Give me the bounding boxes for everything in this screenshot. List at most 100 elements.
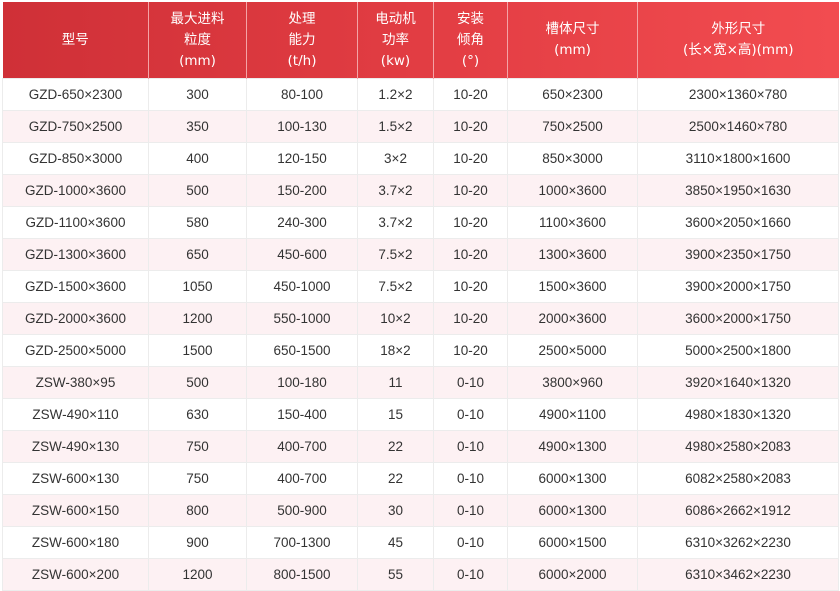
cell-max-feed-size: 500 bbox=[148, 366, 247, 399]
column-header-line: (长×宽×高)(mm) bbox=[683, 42, 794, 58]
column-header-line: 倾角 bbox=[457, 31, 484, 48]
cell-motor-power: 18×2 bbox=[357, 334, 434, 367]
cell-trough-size: 750×2500 bbox=[507, 110, 638, 143]
cell-motor-power: 1.5×2 bbox=[357, 110, 434, 143]
cell-max-feed-size: 1050 bbox=[148, 270, 247, 303]
cell-install-angle: 10-20 bbox=[433, 270, 508, 303]
table-row: GZD-1500×3600 1050 450-1000 7.5×2 10-20 1500×… bbox=[2, 270, 839, 303]
cell-install-angle: 10-20 bbox=[433, 110, 508, 143]
cell-model: GZD-1300×3600 bbox=[2, 238, 149, 271]
cell-install-angle: 10-20 bbox=[433, 206, 508, 239]
cell-capacity: 240-300 bbox=[246, 206, 358, 239]
column-header-line: 槽体尺寸 bbox=[545, 21, 600, 37]
table-row: ZSW-600×150 800 500-900 30 0-10 6000×1300 6086… bbox=[2, 494, 839, 527]
cell-motor-power: 30 bbox=[357, 494, 434, 527]
cell-max-feed-size: 350 bbox=[148, 110, 247, 143]
column-header-line: 外形尺寸 bbox=[711, 21, 766, 37]
table-row: ZSW-380×95 500 100-180 11 0-10 3800×960 3920×1… bbox=[2, 366, 839, 399]
cell-capacity: 450-600 bbox=[246, 238, 358, 271]
cell-trough-size: 1100×3600 bbox=[507, 206, 638, 239]
cell-overall-size: 6082×2580×2083 bbox=[637, 462, 839, 495]
cell-max-feed-size: 500 bbox=[148, 174, 247, 207]
cell-motor-power: 22 bbox=[357, 430, 434, 463]
cell-motor-power: 11 bbox=[357, 366, 434, 399]
cell-overall-size: 3920×1640×1320 bbox=[637, 366, 839, 399]
cell-trough-size: 4900×1300 bbox=[507, 430, 638, 463]
column-header-motor-power: 电动机 功率 (kw) bbox=[357, 2, 434, 79]
cell-motor-power: 55 bbox=[357, 558, 434, 591]
cell-install-angle: 10-20 bbox=[433, 238, 508, 271]
cell-overall-size: 3600×2050×1660 bbox=[637, 206, 839, 239]
column-header-model: 型号 bbox=[2, 2, 149, 79]
table-row: ZSW-600×180 900 700-1300 45 0-10 6000×1500 631… bbox=[2, 526, 839, 559]
cell-overall-size: 3900×2350×1750 bbox=[637, 238, 839, 271]
cell-max-feed-size: 1200 bbox=[148, 302, 247, 335]
cell-capacity: 550-1000 bbox=[246, 302, 358, 335]
cell-model: ZSW-490×110 bbox=[2, 398, 149, 431]
cell-model: ZSW-600×180 bbox=[2, 526, 149, 559]
cell-motor-power: 10×2 bbox=[357, 302, 434, 335]
cell-trough-size: 3800×960 bbox=[507, 366, 638, 399]
cell-motor-power: 15 bbox=[357, 398, 434, 431]
cell-max-feed-size: 1500 bbox=[148, 334, 247, 367]
cell-capacity: 500-900 bbox=[246, 494, 358, 527]
cell-trough-size: 650×2300 bbox=[507, 78, 638, 111]
table-row: GZD-1300×3600 650 450-600 7.5×2 10-20 1300×36… bbox=[2, 238, 839, 271]
cell-model: GZD-1500×3600 bbox=[2, 270, 149, 303]
cell-trough-size: 4900×1100 bbox=[507, 398, 638, 431]
cell-motor-power: 7.5×2 bbox=[357, 270, 434, 303]
column-header-line: (°) bbox=[461, 52, 480, 69]
cell-trough-size: 6000×1500 bbox=[507, 526, 638, 559]
cell-max-feed-size: 900 bbox=[148, 526, 247, 559]
cell-model: GZD-850×3000 bbox=[2, 142, 149, 175]
cell-capacity: 150-200 bbox=[246, 174, 358, 207]
cell-motor-power: 3.7×2 bbox=[357, 206, 434, 239]
column-header-line: 功率 bbox=[382, 31, 409, 48]
table-row: ZSW-600×130 750 400-700 22 0-10 6000×1300 6082… bbox=[2, 462, 839, 495]
cell-max-feed-size: 630 bbox=[148, 398, 247, 431]
cell-motor-power: 22 bbox=[357, 462, 434, 495]
column-header-line: 电动机 bbox=[375, 10, 416, 27]
cell-motor-power: 7.5×2 bbox=[357, 238, 434, 271]
cell-model: ZSW-600×200 bbox=[2, 558, 149, 591]
cell-capacity: 100-130 bbox=[246, 110, 358, 143]
cell-install-angle: 10-20 bbox=[433, 174, 508, 207]
cell-model: GZD-1100×3600 bbox=[2, 206, 149, 239]
cell-trough-size: 6000×2000 bbox=[507, 558, 638, 591]
cell-model: GZD-650×2300 bbox=[2, 78, 149, 111]
cell-max-feed-size: 400 bbox=[148, 142, 247, 175]
table-body: GZD-650×2300 300 80-100 1.2×2 10-20 650×2300 2… bbox=[2, 78, 839, 591]
column-header-line: 处理 bbox=[288, 10, 316, 27]
cell-capacity: 650-1500 bbox=[246, 334, 358, 367]
cell-model: GZD-2000×3600 bbox=[2, 302, 149, 335]
cell-overall-size: 2300×1360×780 bbox=[637, 78, 839, 111]
column-header-line: 能力 bbox=[288, 31, 316, 48]
table-row: GZD-750×2500 350 100-130 1.5×2 10-20 750×2500… bbox=[2, 110, 839, 143]
cell-motor-power: 3.7×2 bbox=[357, 174, 434, 207]
cell-model: ZSW-380×95 bbox=[2, 366, 149, 399]
cell-max-feed-size: 650 bbox=[148, 238, 247, 271]
cell-install-angle: 10-20 bbox=[433, 142, 508, 175]
cell-install-angle: 0-10 bbox=[433, 430, 508, 463]
cell-install-angle: 10-20 bbox=[433, 78, 508, 111]
cell-overall-size: 6310×3462×2230 bbox=[637, 558, 839, 591]
column-header-line: 粒度 bbox=[184, 31, 211, 48]
cell-trough-size: 6000×1300 bbox=[507, 462, 638, 495]
cell-model: GZD-750×2500 bbox=[2, 110, 149, 143]
column-header-line: 型号 bbox=[61, 31, 89, 48]
cell-motor-power: 1.2×2 bbox=[357, 78, 434, 111]
table-header: 型号 最大进料 粒度 (mm) 处理 能力 (t/h) 电动机 功率 (kw) 安装 倾角 (°) 槽体尺… bbox=[2, 2, 839, 79]
table-row: GZD-2000×3600 1200 550-1000 10×2 10-20 2000×3… bbox=[2, 302, 839, 335]
cell-overall-size: 6310×3262×2230 bbox=[637, 526, 839, 559]
table-row: ZSW-490×130 750 400-700 22 0-10 4900×1300 4980… bbox=[2, 430, 839, 463]
cell-install-angle: 10-20 bbox=[433, 302, 508, 335]
cell-install-angle: 0-10 bbox=[433, 398, 508, 431]
cell-capacity: 400-700 bbox=[246, 462, 358, 495]
column-header-line: 安装 bbox=[457, 10, 484, 27]
cell-overall-size: 4980×2580×2083 bbox=[637, 430, 839, 463]
cell-capacity: 700-1300 bbox=[246, 526, 358, 559]
table-row: GZD-1000×3600 500 150-200 3.7×2 10-20 1000×36… bbox=[2, 174, 839, 207]
column-header-line: (mm) bbox=[554, 42, 591, 58]
table-row: GZD-650×2300 300 80-100 1.2×2 10-20 650×2300 2… bbox=[2, 78, 839, 111]
